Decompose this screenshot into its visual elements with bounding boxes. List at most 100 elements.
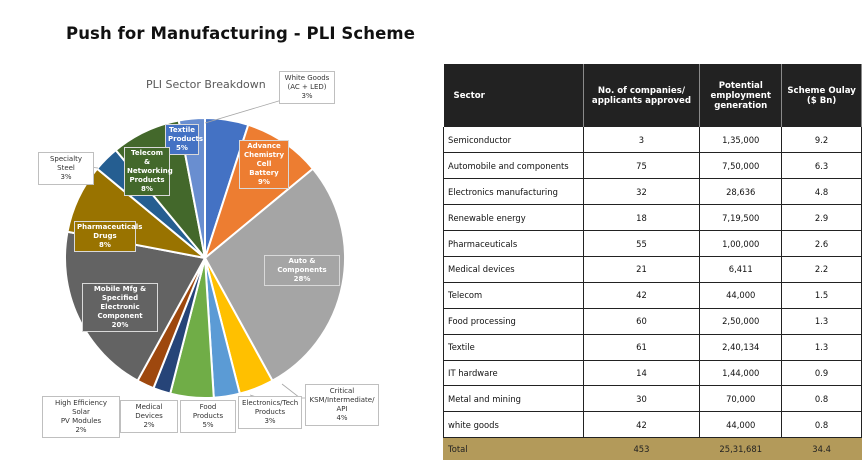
cell-employment: 2,40,134 — [699, 334, 783, 361]
callout-label: (AC + LED) — [287, 83, 327, 91]
cell-companies: 18 — [583, 204, 701, 232]
table-row: Telecom 42 44,000 1.5 — [443, 282, 862, 309]
slice-pct: 9% — [258, 178, 270, 186]
callout-label: Electronics/Tech — [242, 399, 299, 407]
callout-pct: 3% — [264, 417, 276, 425]
slice-label: Telecom & — [131, 149, 163, 166]
cell-employment: 44,000 — [699, 282, 783, 309]
cell-companies: 42 — [583, 282, 701, 309]
cell-employment: 1,35,000 — [699, 127, 783, 154]
cell-companies: 61 — [583, 334, 701, 361]
callout-critical: Critical KSM/Intermediate/ API 4% — [305, 384, 379, 426]
label-telecom: Telecom & Networking Products 8% — [124, 147, 173, 196]
slice-label: Pharmaceuticals — [77, 223, 143, 231]
label-acc-battery: Advance Chemistry Cell Battery 9% — [239, 140, 289, 189]
header-employment: Potential employment generation — [699, 64, 783, 127]
slice-label: Products — [168, 135, 204, 143]
callout-pct: 5% — [202, 421, 214, 429]
cell-companies: 55 — [583, 230, 701, 257]
total-label: Total — [443, 437, 584, 461]
callout-pct: 3% — [60, 173, 72, 181]
slice-pct: 8% — [99, 241, 111, 249]
table-row: Automobile and components 75 7,50,000 6.3 — [443, 152, 862, 180]
callout-electronics-tech: Electronics/Tech Products 3% — [238, 396, 302, 429]
cell-companies: 30 — [583, 385, 701, 413]
callout-label: Medical Devices — [135, 403, 163, 420]
table-row: Medical devices 21 6,411 2.2 — [443, 256, 862, 283]
cell-outlay: 0.9 — [781, 360, 862, 387]
page-title: Push for Manufacturing - PLI Scheme — [66, 24, 415, 43]
callout-pct: 4% — [336, 414, 348, 422]
cell-employment: 7,50,000 — [699, 152, 783, 180]
table-row: Renewable energy 18 7,19,500 2.9 — [443, 204, 862, 232]
slice-label: Specified Electronic — [100, 294, 140, 311]
table-header-row: Sector No. of companies/ applicants appr… — [443, 64, 862, 127]
total-employment: 25,31,681 — [699, 437, 783, 461]
callout-food: Food Products 5% — [180, 400, 236, 433]
table-row: Pharmaceuticals 55 1,00,000 2.6 — [443, 230, 862, 257]
table-row: Food processing 60 2,50,000 1.3 — [443, 308, 862, 335]
header-companies: No. of companies/ applicants approved — [583, 64, 701, 127]
callout-label: Products — [254, 408, 286, 416]
callout-label: API — [336, 405, 348, 413]
cell-employment: 70,000 — [699, 385, 783, 413]
cell-sector: Semiconductor — [443, 127, 584, 154]
slice-label: Chemistry — [243, 151, 285, 159]
table-row: Textile 61 2,40,134 1.3 — [443, 334, 862, 361]
header-outlay: Scheme Oulay ($ Bn) — [781, 64, 862, 127]
slice-label: Mobile Mfg & — [93, 285, 147, 293]
table-row: Metal and mining 30 70,000 0.8 — [443, 385, 862, 413]
cell-outlay: 1.3 — [781, 334, 862, 361]
callout-label: KSM/Intermediate/ — [309, 396, 375, 404]
cell-employment: 28,636 — [699, 178, 783, 206]
slice-label: Component — [97, 312, 143, 320]
slice-pct: 8% — [141, 185, 153, 193]
slice-label: Cell Battery — [249, 160, 279, 177]
sector-table: Sector No. of companies/ applicants appr… — [443, 64, 862, 461]
cell-sector: white goods — [443, 411, 584, 439]
cell-sector: Medical devices — [443, 256, 584, 283]
cell-employment: 6,411 — [699, 256, 783, 283]
cell-companies: 14 — [583, 360, 701, 387]
cell-sector: Telecom — [443, 282, 584, 309]
table-total-row: Total 453 25,31,681 34.4 — [443, 437, 862, 461]
callout-pct: 2% — [75, 426, 87, 434]
cell-sector: Renewable energy — [443, 204, 584, 232]
slice-label: Products — [129, 176, 165, 184]
label-textile: Textile Products 5% — [165, 124, 204, 155]
cell-companies: 32 — [583, 178, 701, 206]
slice-pct: 28% — [293, 275, 311, 283]
header-sector: Sector — [443, 64, 584, 127]
callout-pct: 3% — [301, 92, 313, 100]
slice-pct: 20% — [111, 321, 129, 329]
cell-employment: 1,00,000 — [699, 230, 783, 257]
table-row: IT hardware 14 1,44,000 0.9 — [443, 360, 862, 387]
chart-title: PLI Sector Breakdown — [146, 78, 266, 91]
slice-label: Auto & Components — [277, 257, 327, 274]
callout-label: White Goods — [284, 74, 330, 82]
callout-label: Food Products — [192, 403, 224, 420]
table-row: Semiconductor 3 1,35,000 9.2 — [443, 127, 862, 154]
callout-specialty-steel: Specialty Steel 3% — [38, 152, 94, 185]
callout-solar: High Efficiency Solar PV Modules 2% — [42, 396, 120, 438]
cell-outlay: 1.3 — [781, 308, 862, 335]
callout-medical: Medical Devices 2% — [120, 400, 178, 433]
slice-pct: 5% — [176, 144, 188, 152]
table-row: white goods 42 44,000 0.8 — [443, 411, 862, 439]
callout-label: Specialty Steel — [49, 155, 83, 172]
cell-employment: 44,000 — [699, 411, 783, 439]
callout-label: High Efficiency Solar — [54, 399, 108, 416]
callout-white-goods: White Goods (AC + LED) 3% — [279, 71, 335, 104]
cell-employment: 7,19,500 — [699, 204, 783, 232]
callout-pct: 2% — [143, 421, 155, 429]
cell-companies: 42 — [583, 411, 701, 439]
cell-outlay: 2.6 — [781, 230, 862, 257]
cell-employment: 2,50,000 — [699, 308, 783, 335]
callout-label: Critical — [329, 387, 355, 395]
label-mobile: Mobile Mfg & Specified Electronic Compon… — [82, 283, 158, 332]
cell-outlay: 0.8 — [781, 385, 862, 413]
cell-outlay: 4.8 — [781, 178, 862, 206]
cell-employment: 1,44,000 — [699, 360, 783, 387]
label-pharma: Pharmaceuticals Drugs 8% — [74, 221, 143, 252]
slice-label: Textile — [168, 126, 195, 134]
